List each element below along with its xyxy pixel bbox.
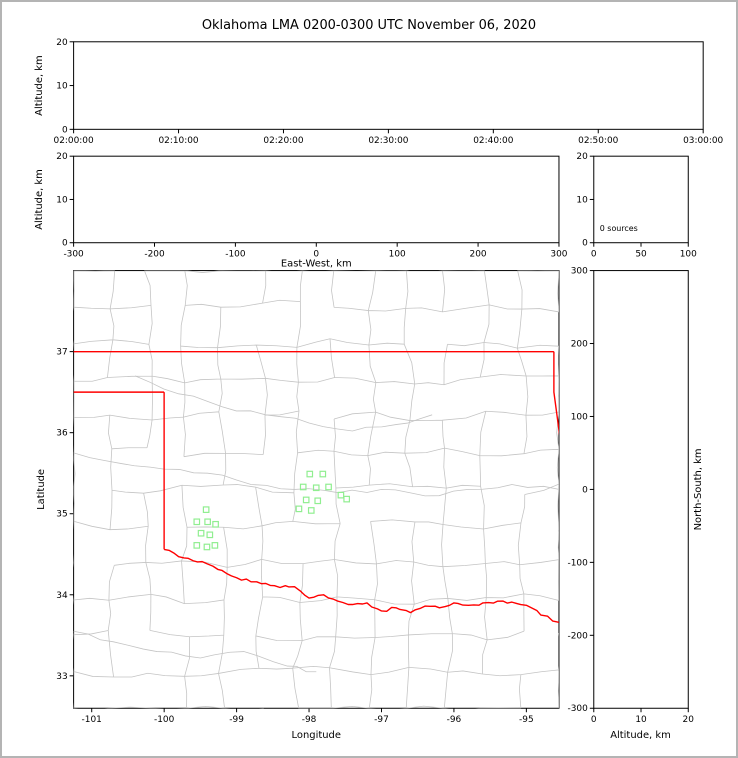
x-tick-label: 03:00:00: [683, 136, 723, 146]
panel-time-height: 02:00:00 02:10:00 02:20:00 02:30:00 02:40:00…: [54, 38, 724, 146]
x-tick-label: 0: [591, 715, 597, 725]
x-tick-label: 300: [550, 250, 567, 260]
lma-station-marker: [197, 529, 205, 537]
y-tick-label: 36: [56, 429, 68, 439]
map-ylabel: Latitude: [36, 469, 47, 510]
x-tick-label: 0: [313, 250, 319, 260]
map-layer: [73, 270, 559, 709]
lma-station-marker: [204, 518, 211, 526]
axes-layer: 02:00:00 02:10:00 02:20:00 02:30:00 02:40:00…: [54, 38, 724, 725]
lma-station-marker: [211, 542, 219, 549]
panel-map: -101 -100 -99 -98 -97 -96 -95 37 36 35 34 33: [56, 270, 560, 725]
state-border: [73, 350, 559, 623]
panel-frame: [73, 41, 704, 130]
y-tick-label: 0: [62, 125, 68, 135]
lma-station-marker: [314, 497, 322, 505]
panel-frame: [593, 270, 689, 709]
station-markers: [193, 470, 351, 551]
y-tick-label: 200: [571, 340, 588, 350]
x-tick-label: -97: [374, 715, 389, 725]
x-tick-label: 10: [635, 715, 647, 725]
ns-height-ylabel: North-South, km: [693, 448, 704, 530]
lma-station-marker: [312, 484, 320, 492]
lma-station-marker: [206, 531, 214, 539]
lma-station-marker: [193, 542, 201, 549]
y-tick-label: 10: [56, 195, 68, 205]
x-tick-label: 100: [680, 250, 697, 260]
y-tick-label: 0: [582, 239, 588, 249]
lma-station-marker: [307, 507, 315, 514]
x-tick-label: 100: [389, 250, 406, 260]
ns-height-xlabel: Altitude, km: [610, 730, 671, 741]
lma-station-marker: [337, 491, 345, 499]
y-tick-label: 33: [56, 672, 67, 682]
x-tick-label: 20: [683, 715, 695, 725]
sources-count-annotation: 0 sources: [600, 224, 638, 233]
y-tick-label: 34: [56, 591, 68, 601]
x-tick-label: 02:50:00: [578, 136, 618, 146]
panel-ns-height: 0 10 20 300 200 100 0 -100 -200 -300: [568, 267, 695, 726]
ew-height-ylabel: Altitude, km: [34, 169, 45, 230]
y-tick-label: 37: [56, 348, 67, 358]
map-xlabel: Longitude: [292, 730, 341, 741]
y-tick-label: 0: [582, 485, 588, 495]
x-tick-label: -100: [154, 715, 175, 725]
y-tick-label: 20: [576, 152, 588, 162]
y-tick-label: 300: [571, 267, 588, 277]
ew-height-xlabel: East-West, km: [281, 259, 352, 270]
x-tick-label: -100: [225, 250, 246, 260]
x-tick-label: 02:00:00: [54, 136, 94, 146]
lma-station-marker: [302, 496, 310, 504]
lma-station-marker: [325, 483, 332, 491]
x-tick-label: 0: [591, 250, 597, 260]
lma-station-marker: [343, 495, 351, 503]
lma-station-marker: [193, 518, 201, 526]
y-tick-label: 10: [56, 82, 68, 92]
y-tick-label: -200: [568, 631, 589, 641]
x-tick-label: 02:10:00: [158, 136, 198, 146]
x-tick-label: 50: [635, 250, 647, 260]
x-tick-label: -98: [302, 715, 317, 725]
x-tick-label: -99: [229, 715, 244, 725]
x-tick-label: 02:20:00: [263, 136, 303, 146]
y-tick-label: 35: [56, 510, 67, 520]
lma-station-marker: [202, 506, 210, 513]
time-height-ylabel: Altitude, km: [34, 55, 45, 116]
lma-station-marker: [319, 470, 327, 478]
figure-title: Oklahoma LMA 0200-0300 UTC November 06, …: [202, 18, 536, 33]
x-tick-label: -96: [447, 715, 462, 725]
lma-station-marker: [306, 470, 314, 478]
x-tick-label: -200: [144, 250, 165, 260]
y-tick-label: 0: [62, 239, 68, 249]
river-lines: [73, 375, 559, 673]
y-tick-label: 100: [571, 412, 588, 422]
lma-station-marker: [212, 520, 219, 528]
x-tick-label: 200: [470, 250, 487, 260]
y-tick-label: 20: [56, 152, 68, 162]
lma-station-marker: [299, 483, 307, 491]
y-tick-label: 10: [576, 195, 588, 205]
y-tick-label: -100: [568, 558, 589, 568]
x-tick-label: 02:30:00: [368, 136, 408, 146]
county-lines: [73, 270, 559, 709]
panel-frame: [73, 155, 560, 244]
x-tick-label: -101: [82, 715, 102, 725]
x-tick-label: -95: [519, 715, 534, 725]
lma-station-marker: [295, 505, 303, 513]
y-tick-label: 20: [56, 38, 68, 48]
lma-station-marker: [203, 543, 211, 551]
x-tick-label: 02:40:00: [473, 136, 513, 146]
x-tick-label: -300: [63, 250, 84, 260]
y-tick-label: -300: [568, 704, 589, 714]
